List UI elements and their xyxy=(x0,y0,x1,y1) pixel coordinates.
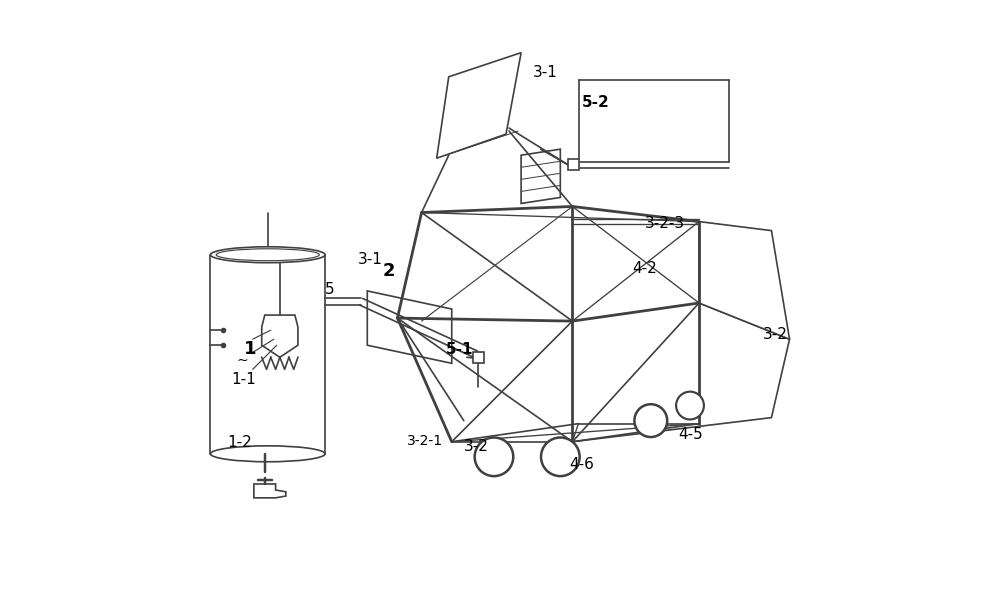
Bar xyxy=(568,159,579,170)
Polygon shape xyxy=(699,222,790,339)
Polygon shape xyxy=(521,149,560,204)
Polygon shape xyxy=(437,53,521,158)
Text: 5: 5 xyxy=(325,282,335,297)
Text: 5-2: 5-2 xyxy=(581,95,609,110)
Text: 2: 2 xyxy=(382,262,395,280)
Text: 3-2-1: 3-2-1 xyxy=(407,434,443,448)
Polygon shape xyxy=(367,291,452,364)
Ellipse shape xyxy=(210,247,325,263)
Ellipse shape xyxy=(210,446,325,462)
Circle shape xyxy=(475,438,513,476)
Bar xyxy=(473,353,484,364)
Text: ~: ~ xyxy=(236,353,248,367)
Polygon shape xyxy=(572,303,790,442)
Circle shape xyxy=(634,404,667,437)
Text: 1-2: 1-2 xyxy=(227,435,252,450)
Text: 4-2: 4-2 xyxy=(633,261,657,276)
Circle shape xyxy=(676,391,704,419)
Text: 4-5: 4-5 xyxy=(678,427,703,442)
Text: 5-1: 5-1 xyxy=(446,342,473,358)
Circle shape xyxy=(541,438,580,476)
Text: 4-6: 4-6 xyxy=(569,457,594,472)
Text: 3-1: 3-1 xyxy=(358,251,383,267)
Text: 1-1: 1-1 xyxy=(232,373,256,387)
Text: 3-1: 3-1 xyxy=(533,65,558,80)
Text: 3-2: 3-2 xyxy=(464,439,489,454)
Polygon shape xyxy=(254,484,286,498)
Text: 3-2: 3-2 xyxy=(762,327,787,342)
Polygon shape xyxy=(262,315,298,358)
Text: 1: 1 xyxy=(244,341,256,358)
Text: 3-2-3: 3-2-3 xyxy=(645,216,685,231)
